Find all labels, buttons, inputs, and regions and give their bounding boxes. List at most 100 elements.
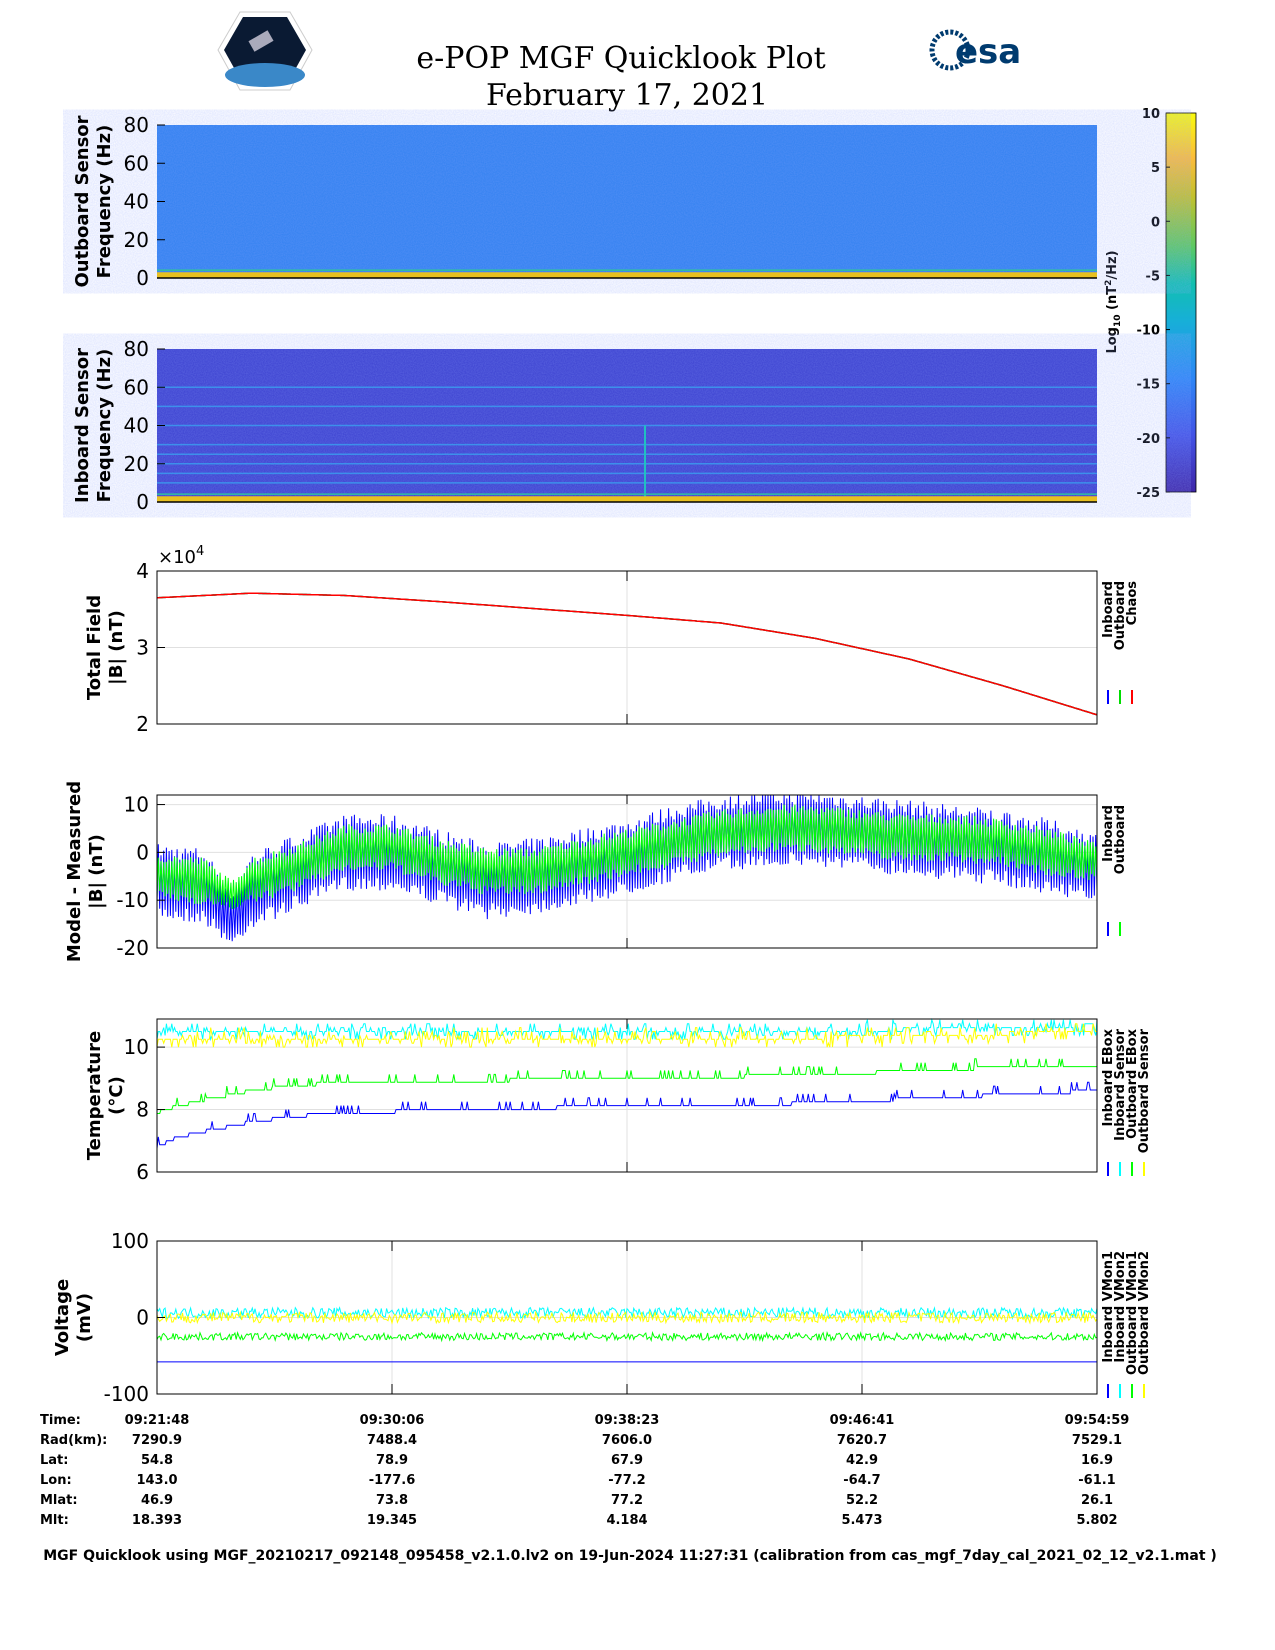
low-frequency-band [157,272,1097,278]
table-cell: 7620.7 [837,1433,887,1448]
series-line-outboard-ebox [157,1058,1097,1114]
table-cell: 42.9 [846,1453,878,1468]
y-axis-label-units: |B| (nT) [106,610,127,685]
table-cell: 19.345 [367,1513,417,1528]
esa-logo: esa [929,29,1021,72]
series-line-inboard-vmon2 [156,1306,1098,1321]
legend-label: Outboard [1113,581,1128,650]
y-axis-label: Voltage [52,1279,73,1356]
table-cell: -77.2 [608,1473,645,1488]
table-cell: 09:30:06 [360,1413,425,1428]
y-tick-label: 6 [136,1160,149,1184]
colorbar-tick-label: 5 [1151,161,1160,176]
y-tick-label: 8 [136,1098,149,1122]
legend-label: Inboard VMon1 [1101,1251,1116,1363]
colorbar-tick-label: -5 [1146,269,1160,284]
y-tick-label: -10 [116,888,149,912]
legend-label: Inboard VMon2 [1113,1251,1128,1363]
legend-label: Outboard VMon2 [1137,1251,1152,1375]
y-tick-label: 80 [124,337,149,361]
spectrogram-noise [157,125,1097,278]
y-tick-label: 0 [136,840,149,864]
table-cell: 4.184 [606,1513,647,1528]
table-cell: 09:54:59 [1065,1413,1130,1428]
table-cell: 5.802 [1076,1513,1117,1528]
table-cell: -64.7 [843,1473,880,1488]
footer-note: MGF Quicklook using MGF_20210217_092148_… [43,1548,1217,1564]
table-cell: 54.8 [141,1453,173,1468]
colorbar-tick-label: 10 [1142,107,1160,122]
table-cell: 73.8 [376,1493,408,1508]
legend-label: Outboard [1113,805,1128,874]
y-tick-label: 60 [124,375,149,399]
y-tick-label: 40 [124,414,149,438]
svg-text:esa: esa [955,32,1021,72]
y-tick-label: -20 [116,936,149,960]
low-frequency-band [157,496,1097,502]
y-tick-label: 20 [124,452,149,476]
table-row-label: Lat: [40,1453,68,1468]
table-cell: 7290.9 [132,1433,182,1448]
y-axis-label: Outboard Sensor [72,115,93,287]
legend-label: Outboard EBox [1125,1028,1140,1138]
table-cell: -61.1 [1078,1473,1115,1488]
y-axis-label: Inboard Sensor [72,348,93,503]
table-cell: 67.9 [611,1453,643,1468]
y-tick-label: 10 [124,793,149,817]
axes-box [156,794,1098,949]
colorbar-label: Log10 (nT2/Hz) [1104,250,1123,353]
y-tick-label: 4 [136,559,149,583]
ephemeris-table: Time: Rad(km): Lat: Lon: Mlat: Mlt: 09:21:48 72… [40,1413,1129,1528]
y-tick-label: 3 [136,636,149,660]
colorbar-tick-label: -15 [1137,378,1161,393]
table-cell: 143.0 [136,1473,177,1488]
table-row-label: Time: [40,1413,81,1428]
table-cell: 7606.0 [602,1433,652,1448]
colorbar-tick-label: 0 [1151,215,1160,230]
panel-0: 80 60 40 20 0 Outboard Sensor Frequency (Hz) [72,113,1097,290]
table-cell: 7488.4 [367,1433,417,1448]
table-cell: 46.9 [141,1493,173,1508]
series-line-outboard-vmon1 [156,1330,1098,1343]
legend-label: Chaos [1125,581,1140,625]
table-row-label: Rad(km): [40,1433,107,1448]
table-cell: -177.6 [369,1473,416,1488]
axes-box [156,1018,1098,1173]
legend-label: Inboard [1101,581,1116,638]
series-line-outboard-sensor [156,1023,1097,1048]
low-frequency-band-edge [157,493,1097,495]
y-tick-label: 100 [111,1229,149,1253]
table-cell: 09:21:48 [125,1413,190,1428]
plot-date: February 17, 2021 [486,78,768,113]
y-tick-label: -100 [104,1382,149,1406]
y-axis-label: Temperature [84,1031,105,1160]
plot-title: e-POP MGF Quicklook Plot [416,41,825,76]
legend-label: Inboard EBox [1101,1028,1116,1126]
panel-1: 80 60 40 20 0 Inboard Sensor Frequency (Hz) [72,337,1097,514]
colorbar-tick-label: -20 [1137,432,1161,447]
series-line-chaos [156,592,1098,716]
y-tick-label: 0 [136,1306,149,1330]
table-row-label: Mlat: [40,1493,78,1508]
table-cell: 16.9 [1081,1453,1113,1468]
y-tick-label: 0 [136,490,149,514]
legend-label: Inboard [1101,805,1116,862]
table-row-label: Mlt: [40,1513,69,1528]
colorbar-tick-label: -10 [1137,324,1161,339]
legend-label: Inboard Sensor [1113,1028,1128,1140]
table-cell: 78.9 [376,1453,408,1468]
y-tick-label: 20 [124,228,149,252]
cassiope-logo [217,11,313,91]
series-line-outboard-vmon2 [156,1310,1098,1325]
table-cell: 77.2 [611,1493,643,1508]
table-cell: 5.473 [841,1513,882,1528]
series-line-inboard-ebox [156,1081,1097,1149]
y-axis-label-units: Frequency (Hz) [94,125,115,279]
y-tick-label: 10 [124,1035,149,1059]
